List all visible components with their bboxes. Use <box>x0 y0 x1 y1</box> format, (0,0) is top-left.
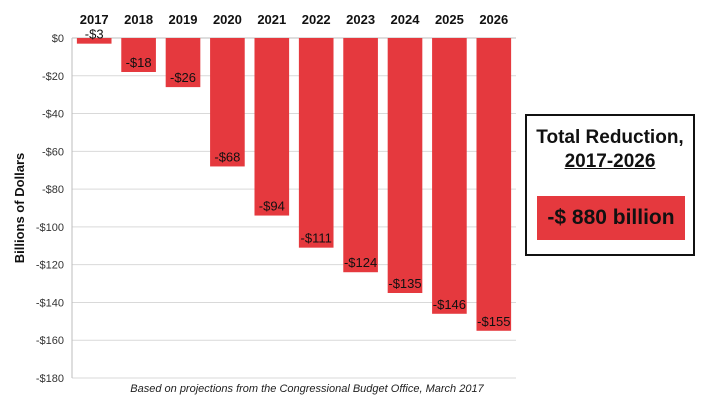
total-reduction-title: Total Reduction, 2017-2026 <box>527 126 693 174</box>
y-tick-label: -$180 <box>36 373 64 385</box>
bar <box>210 38 245 167</box>
y-tick-label: -$20 <box>42 71 64 83</box>
data-label: -$146 <box>433 297 466 312</box>
data-label: -$3 <box>85 27 104 42</box>
data-labels: -$3 -$18 -$26 -$68 -$94 -$111 -$124 -$135 -$146-… <box>85 27 511 329</box>
data-label: -$135 <box>388 276 421 291</box>
x-tick-label: 2026 <box>479 12 508 27</box>
bar <box>76 38 112 44</box>
x-axis: 2017 2018 2019 2020 2021 2022 2023 2024 2025 2026 <box>80 12 509 27</box>
data-label: -$18 <box>126 55 152 70</box>
total-reduction-value: -$ 880 billion <box>547 206 675 229</box>
x-tick-label: 2021 <box>257 12 286 27</box>
data-label: -$111 <box>301 231 332 246</box>
x-tick-label: 2024 <box>391 12 421 27</box>
bar <box>343 38 378 273</box>
y-axis: $0 -$20 -$40 -$60 -$80 -$100 -$120 -$140 -$160 -$… <box>36 33 73 385</box>
x-tick-label: 2017 <box>80 12 109 27</box>
y-tick-label: $0 <box>52 33 64 45</box>
x-tick-label: 2018 <box>124 12 153 27</box>
data-label: -$94 <box>259 199 285 214</box>
y-axis-title: Billions of Dollars <box>12 153 27 264</box>
bars <box>76 38 512 331</box>
bar <box>476 38 512 331</box>
bar <box>165 38 201 88</box>
y-tick-label: -$160 <box>36 335 64 347</box>
source-note: Based on projections from the Congressio… <box>130 383 484 395</box>
x-tick-label: 2019 <box>169 12 198 27</box>
data-label: -$124 <box>344 255 377 270</box>
x-tick-label: 2022 <box>302 12 331 27</box>
total-reduction-value-badge: -$ 880 billion <box>537 196 685 240</box>
bar <box>298 38 334 248</box>
y-tick-label: -$60 <box>42 146 64 158</box>
x-tick-label: 2023 <box>346 12 375 27</box>
y-tick-label: -$40 <box>42 109 64 121</box>
x-tick-label: 2025 <box>435 12 464 27</box>
data-label: -$68 <box>214 149 240 164</box>
bar <box>432 38 467 314</box>
bar <box>387 38 423 293</box>
total-reduction-period: 2017-2026 <box>564 151 656 172</box>
data-label: -$26 <box>170 70 196 85</box>
data-label: -$155 <box>477 314 510 329</box>
bar <box>254 38 290 216</box>
total-reduction-box: Total Reduction, 2017-2026 -$ 880 billio… <box>525 114 695 256</box>
gridlines <box>72 37 516 379</box>
y-tick-label: -$140 <box>36 297 64 309</box>
y-tick-label: -$80 <box>42 184 64 196</box>
y-tick-label: -$120 <box>36 260 64 272</box>
total-reduction-title-line1: Total Reduction, <box>536 127 684 148</box>
x-tick-label: 2020 <box>213 12 242 27</box>
bar <box>121 38 156 72</box>
y-tick-label: -$100 <box>36 222 64 234</box>
